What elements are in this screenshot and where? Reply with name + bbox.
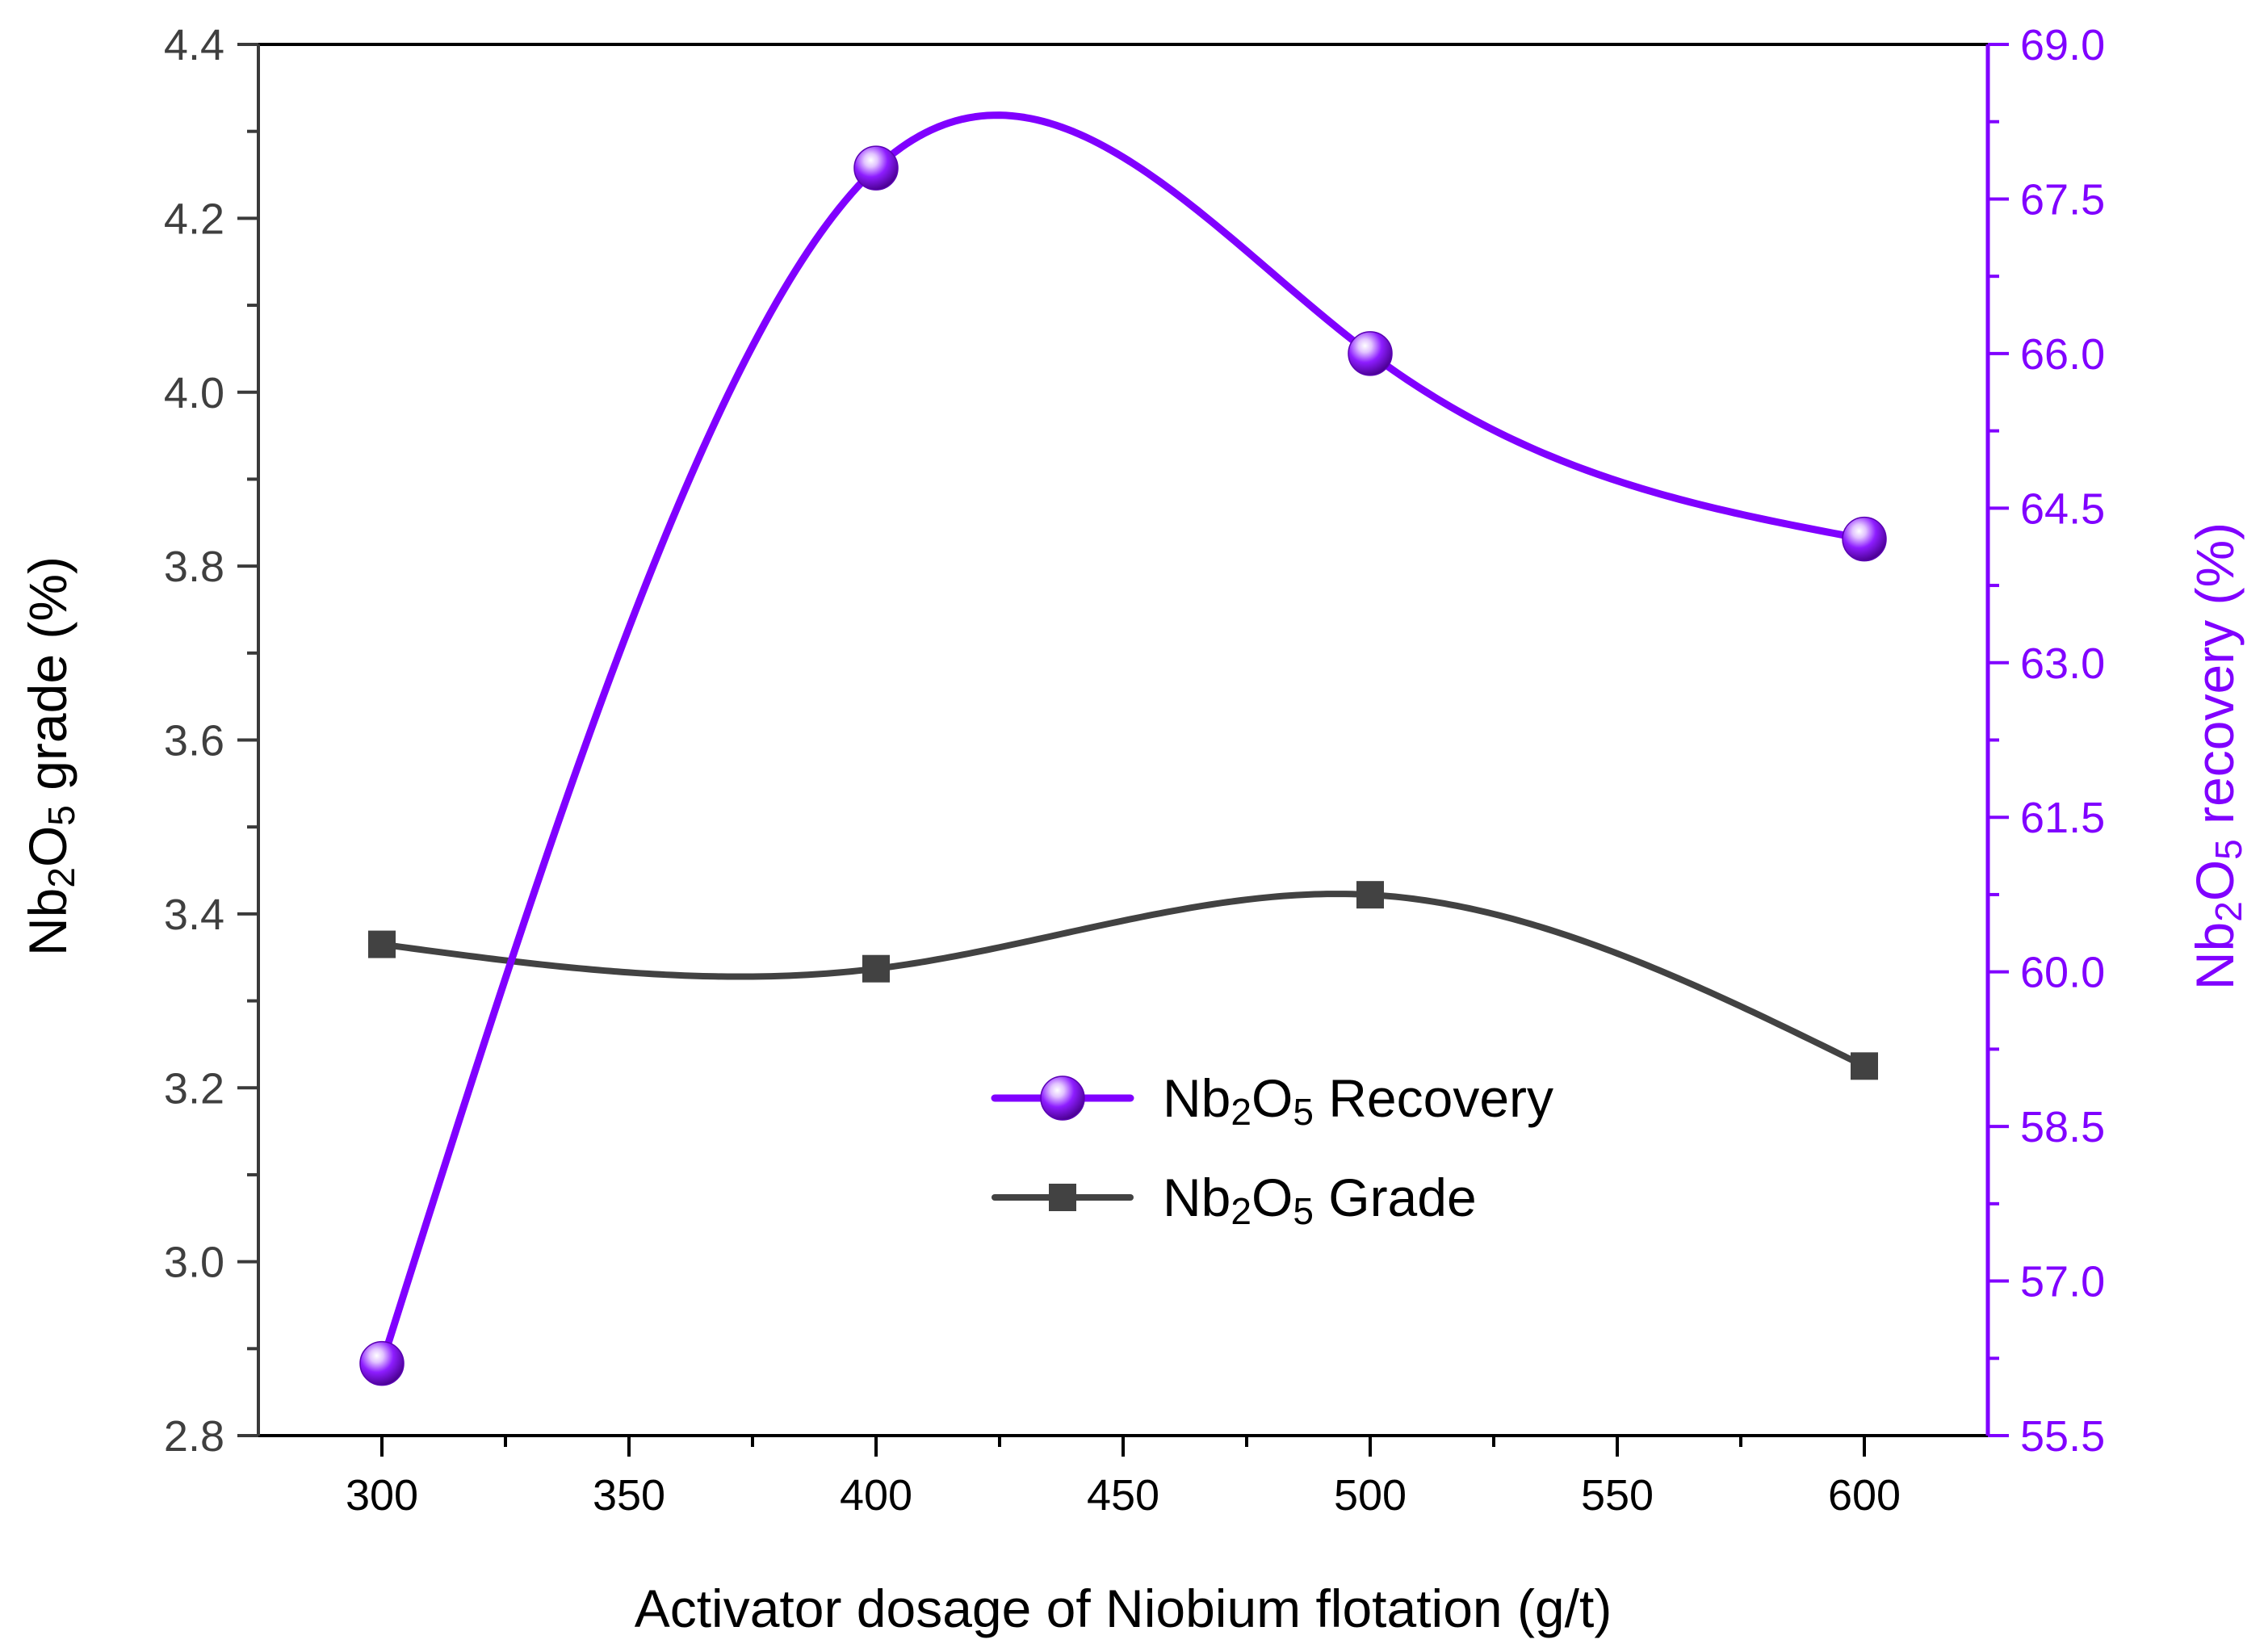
legend: Nb2O5 Recovery Nb2O5 Grade [991, 1068, 1553, 1232]
x-tick-label: 450 [1087, 1471, 1159, 1520]
x-tick-label: 500 [1334, 1471, 1407, 1520]
y-left-tick-label: 3.4 [164, 891, 224, 939]
y-left-tick-label: 4.0 [164, 369, 224, 417]
y-right-tick-label: 66.0 [2020, 330, 2105, 379]
x-axis: 300 350 400 450 500 550 600 [258, 1434, 1988, 1520]
legend-recovery-marker [1040, 1075, 1085, 1121]
grade-series-line [379, 891, 1868, 1070]
grade-point [1356, 881, 1384, 909]
y-left-tick-label: 3.6 [164, 717, 224, 765]
y-right-tick-label: 58.5 [2020, 1103, 2105, 1151]
legend-grade-marker [1049, 1184, 1076, 1211]
grade-point [368, 930, 396, 958]
y-left-tick-label: 3.2 [164, 1064, 224, 1113]
y-left-tick-label: 4.2 [164, 195, 224, 243]
y-right-tick-label: 64.5 [2020, 484, 2105, 533]
x-tick-label: 350 [593, 1471, 665, 1520]
y-right-tick-label: 60.0 [2020, 949, 2105, 997]
y-right-tick-label: 57.0 [2020, 1258, 2105, 1306]
y-right-tick-label: 69.0 [2020, 21, 2105, 69]
grade-point [1851, 1052, 1878, 1080]
recovery-point [853, 145, 899, 191]
x-tick-label: 600 [1828, 1471, 1901, 1520]
y-axis-left: 2.8 3.0 3.2 3.4 3.6 3.8 4.0 4.2 4.4 [164, 21, 260, 1461]
series-layer [359, 111, 1887, 1386]
y-left-tick-label: 2.8 [164, 1412, 224, 1461]
x-axis-title: Activator dosage of Niobium flotation (g… [635, 1579, 1612, 1638]
y-axis-left-title: Nb2O5 grade (%) [18, 556, 82, 956]
recovery-point [1348, 331, 1393, 376]
y-right-tick-label: 55.5 [2020, 1412, 2105, 1461]
y-left-tick-label: 3.0 [164, 1239, 224, 1287]
y-left-tick-label: 3.8 [164, 543, 224, 591]
y-left-tick-label: 4.4 [164, 21, 224, 69]
x-tick-label: 400 [840, 1471, 912, 1520]
axis-titles: Activator dosage of Niobium flotation (g… [18, 522, 2249, 1638]
recovery-point [359, 1340, 405, 1386]
y-axis-right-title: Nb2O5 recovery (%) [2185, 522, 2249, 990]
y-right-tick-label: 61.5 [2020, 794, 2105, 842]
x-tick-label: 550 [1581, 1471, 1654, 1520]
recovery-series-line [378, 111, 1868, 1368]
recovery-point [1842, 516, 1887, 562]
x-tick-label: 300 [346, 1471, 418, 1520]
legend-recovery-label: Nb2O5 Recovery [1163, 1068, 1553, 1133]
legend-grade-label: Nb2O5 Grade [1163, 1168, 1477, 1232]
y-axis-right: 55.5 57.0 58.5 60.0 61.5 63.0 64.5 66.0 67.5 69.0 [1985, 21, 2105, 1461]
y-right-tick-label: 63.0 [2020, 639, 2105, 688]
y-right-tick-label: 67.5 [2020, 175, 2105, 224]
grade-point [862, 954, 890, 983]
